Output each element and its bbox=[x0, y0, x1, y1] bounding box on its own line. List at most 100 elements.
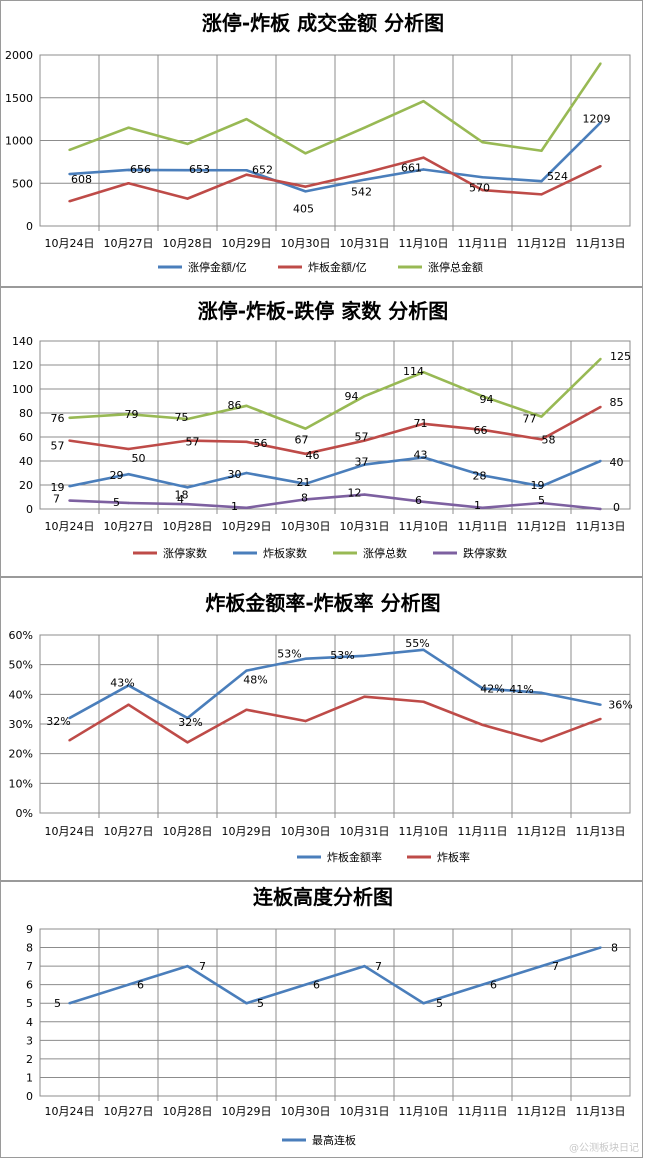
data-point bbox=[245, 471, 248, 475]
data-label: 55% bbox=[405, 637, 429, 650]
y-tick-label: 1000 bbox=[5, 135, 33, 148]
data-label: 48% bbox=[243, 674, 267, 687]
data-label: 56 bbox=[254, 437, 268, 450]
data-point bbox=[363, 395, 366, 398]
data-label: 29 bbox=[110, 469, 124, 482]
data-label: 37 bbox=[355, 456, 369, 469]
legend-label: 涨停家数 bbox=[163, 546, 207, 560]
data-point bbox=[127, 413, 130, 416]
y-tick-label: 30% bbox=[9, 718, 33, 731]
chart-title: 涨停-炸板 成交金额 分析图 bbox=[202, 11, 444, 35]
data-label: 524 bbox=[547, 170, 568, 183]
data-point bbox=[599, 717, 602, 721]
data-label: 36% bbox=[608, 699, 632, 712]
x-tick-label: 10月30日 bbox=[281, 825, 331, 838]
y-tick-label: 140 bbox=[12, 335, 33, 348]
y-tick-label: 6 bbox=[26, 979, 33, 992]
data-label: 42% bbox=[480, 682, 504, 695]
data-point bbox=[481, 474, 484, 477]
x-tick-label: 10月30日 bbox=[281, 520, 331, 533]
y-tick-label: 8 bbox=[26, 942, 33, 955]
data-point bbox=[422, 371, 425, 374]
data-point bbox=[599, 62, 602, 65]
data-point bbox=[186, 142, 189, 146]
data-label: 608 bbox=[71, 173, 92, 186]
data-label: 8 bbox=[611, 942, 618, 955]
x-tick-label: 11月11日 bbox=[458, 825, 508, 838]
chart-frame bbox=[0, 0, 643, 287]
y-tick-label: 2 bbox=[26, 1053, 33, 1066]
x-tick-label: 10月29日 bbox=[222, 825, 272, 838]
data-point bbox=[304, 719, 307, 723]
y-tick-label: 100 bbox=[12, 383, 33, 396]
y-tick-label: 9 bbox=[26, 923, 33, 936]
data-label: 653 bbox=[189, 163, 210, 176]
data-label: 66 bbox=[474, 424, 488, 437]
y-tick-label: 2000 bbox=[5, 49, 33, 62]
data-point bbox=[304, 482, 307, 485]
chart-1: 涨停-炸板 成交金额 分析图 0 500 1000 1500 2000 10月24日 10月2… bbox=[0, 0, 643, 287]
data-point bbox=[186, 168, 189, 172]
data-point bbox=[540, 501, 543, 505]
y-tick-label: 40 bbox=[19, 455, 33, 468]
data-point bbox=[540, 179, 543, 183]
y-tick-label: 0 bbox=[26, 220, 33, 233]
data-point bbox=[68, 439, 71, 442]
x-tick-label: 10月27日 bbox=[104, 237, 154, 250]
data-label: 405 bbox=[293, 202, 314, 215]
data-label: 114 bbox=[403, 365, 424, 378]
data-point bbox=[245, 708, 248, 711]
data-point bbox=[186, 741, 189, 744]
chart-frame bbox=[0, 287, 643, 577]
data-label: 32% bbox=[178, 716, 202, 729]
data-point bbox=[422, 168, 425, 171]
data-point bbox=[245, 404, 248, 407]
data-point bbox=[127, 168, 130, 172]
chart-title: 连板高度分析图 bbox=[253, 885, 393, 909]
data-point bbox=[540, 415, 543, 418]
data-label: 5 bbox=[538, 494, 545, 507]
data-point bbox=[186, 716, 189, 720]
data-point bbox=[599, 357, 602, 361]
data-point bbox=[540, 193, 543, 196]
y-tick-label: 3 bbox=[26, 1034, 33, 1047]
x-tick-label: 10月30日 bbox=[281, 1105, 331, 1118]
x-tick-label: 11月13日 bbox=[576, 237, 626, 250]
x-tick-label: 10月30日 bbox=[281, 237, 331, 250]
data-label: 77 bbox=[523, 413, 537, 426]
data-label: 19 bbox=[51, 481, 65, 494]
data-point bbox=[68, 416, 71, 419]
data-point bbox=[186, 486, 189, 489]
data-point bbox=[245, 506, 248, 509]
legend-label: 炸板金额率 bbox=[327, 850, 382, 864]
data-label: 656 bbox=[130, 163, 151, 176]
data-point bbox=[363, 695, 366, 698]
data-label: 32% bbox=[46, 715, 70, 728]
data-label: 43% bbox=[110, 676, 134, 689]
data-label: 1 bbox=[474, 499, 481, 512]
x-tick-label: 10月24日 bbox=[45, 520, 95, 533]
data-label: 19 bbox=[531, 479, 545, 492]
data-label: 7 bbox=[199, 960, 206, 973]
data-label: 85 bbox=[610, 396, 624, 409]
x-tick-label: 10月29日 bbox=[222, 1105, 272, 1118]
data-point bbox=[304, 190, 307, 193]
data-label: 661 bbox=[401, 161, 422, 174]
data-point bbox=[422, 99, 425, 103]
y-tick-label: 4 bbox=[26, 1016, 33, 1029]
data-point bbox=[599, 405, 602, 409]
data-point bbox=[481, 723, 484, 727]
data-point bbox=[304, 427, 307, 430]
data-label: 21 bbox=[297, 476, 311, 489]
data-point bbox=[127, 684, 130, 687]
chart-4: 连板高度分析图 0 1 2 3 4 5 6 7 8 9 10月24日 10月27日 10月28日 10月29… bbox=[0, 881, 643, 1158]
data-label: 46 bbox=[306, 449, 320, 462]
legend-label: 涨停总数 bbox=[363, 546, 407, 560]
data-point bbox=[304, 185, 307, 188]
data-point bbox=[422, 1002, 425, 1005]
x-tick-label: 11月10日 bbox=[399, 825, 449, 838]
series-line-1 bbox=[69, 946, 601, 1005]
data-point bbox=[363, 439, 366, 442]
